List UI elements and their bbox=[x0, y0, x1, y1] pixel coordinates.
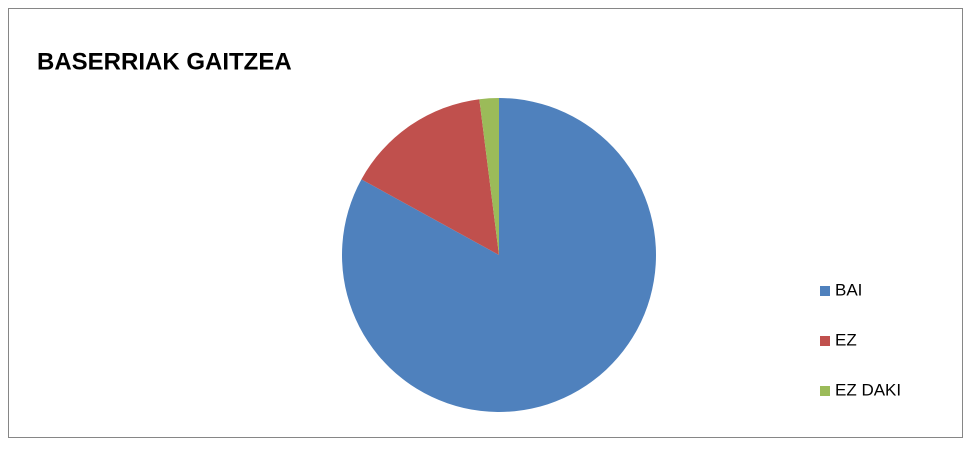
chart-title: BASERRIAK GAITZEA bbox=[37, 48, 292, 75]
legend-label: EZ bbox=[835, 330, 857, 349]
legend-swatch bbox=[820, 336, 830, 346]
pie-slice bbox=[361, 99, 499, 255]
legend-swatch bbox=[820, 386, 830, 396]
pie-slice bbox=[479, 98, 499, 255]
legend-swatch bbox=[820, 286, 830, 296]
legend-label: BAI bbox=[835, 280, 862, 299]
pie-slice bbox=[342, 98, 657, 413]
legend-label: EZ DAKI bbox=[835, 380, 901, 399]
